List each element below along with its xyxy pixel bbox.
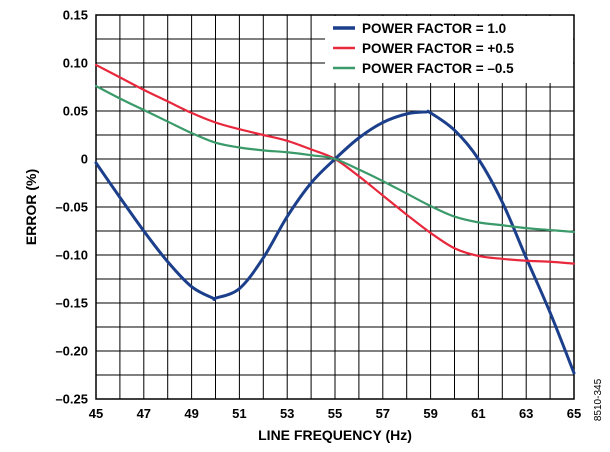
legend-label-1: POWER FACTOR = 1.0 <box>362 21 506 36</box>
y-axis-tick-labels: 0.15 0.10 0.05 0 –0.05 –0.10 –0.15 –0.20 –0.25 <box>55 8 88 407</box>
y-tick-label: –0.05 <box>55 200 88 215</box>
y-tick-label: 0.05 <box>63 104 88 119</box>
x-tick-label: 55 <box>328 406 342 421</box>
y-tick-label: 0.15 <box>63 8 88 23</box>
legend-label-2: POWER FACTOR = +0.5 <box>362 41 515 56</box>
series-line-3 <box>94 84 576 234</box>
x-tick-label: 49 <box>184 406 198 421</box>
x-tick-label: 63 <box>519 406 533 421</box>
y-tick-label: –0.25 <box>55 392 88 407</box>
series-lines <box>94 63 576 375</box>
y-tick-label: 0.10 <box>63 56 88 71</box>
y-axis-title: ERROR (%) <box>23 169 39 245</box>
x-tick-label: 47 <box>137 406 151 421</box>
x-tick-label: 45 <box>89 406 103 421</box>
y-tick-label: –0.20 <box>55 344 88 359</box>
y-tick-label: 0 <box>81 152 88 167</box>
legend: POWER FACTOR = 1.0 POWER FACTOR = +0.5 POW… <box>325 16 573 83</box>
x-tick-label: 59 <box>423 406 437 421</box>
y-tick-label: –0.10 <box>55 248 88 263</box>
legend-label-3: POWER FACTOR = –0.5 <box>362 61 514 76</box>
plot-area <box>95 14 575 400</box>
x-tick-label: 61 <box>471 406 485 421</box>
x-tick-label: 57 <box>376 406 390 421</box>
y-tick-label: –0.15 <box>55 296 88 311</box>
figure-id: 8510-345 <box>593 378 604 421</box>
legend-background <box>325 16 573 83</box>
x-axis-tick-labels: 45 47 49 51 53 55 57 59 61 63 65 <box>89 406 581 421</box>
x-tick-label: 53 <box>280 406 294 421</box>
x-axis-title: LINE FREQUENCY (Hz) <box>258 427 412 443</box>
x-tick-label: 51 <box>232 406 246 421</box>
x-tick-label: 65 <box>567 406 581 421</box>
